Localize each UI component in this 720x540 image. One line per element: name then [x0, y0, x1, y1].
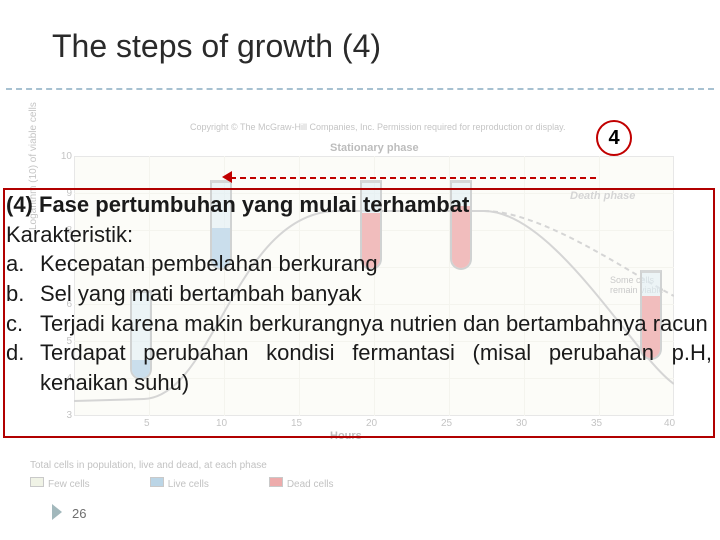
chart-ytick: 10	[58, 151, 72, 162]
list-marker: b.	[6, 279, 40, 309]
swatch-icon	[30, 477, 44, 487]
chart-legend: Total cells in population, live and dead…	[30, 460, 690, 500]
legend-item: Dead cells	[269, 477, 334, 490]
list-text: Terdapat perubahan kondisi fermantasi (m…	[40, 338, 712, 397]
list-text: Terjadi karena makin berkurangnya nutrie…	[40, 309, 712, 339]
list-item: c. Terjadi karena makin berkurangnya nut…	[6, 309, 712, 339]
list-item: a. Kecepatan pembelahan berkurang	[6, 249, 712, 279]
list-item: b. Sel yang mati bertambah banyak	[6, 279, 712, 309]
swatch-icon	[150, 477, 164, 487]
list-marker: c.	[6, 309, 40, 339]
chart-copyright: Copyright © The McGraw-Hill Companies, I…	[190, 122, 565, 132]
phase-arrow-head-icon	[222, 171, 232, 183]
list-item: d. Terdapat perubahan kondisi fermantasi…	[6, 338, 712, 397]
legend-item: Few cells	[30, 477, 90, 490]
legend-label: Few cells	[48, 479, 90, 490]
title-divider	[6, 88, 714, 90]
page-title: The steps of growth (4)	[52, 28, 381, 65]
page-number: 26	[72, 506, 86, 521]
content-list: a. Kecepatan pembelahan berkurang b. Sel…	[6, 249, 712, 397]
swatch-icon	[269, 477, 283, 487]
list-marker: a.	[6, 249, 40, 279]
slide: The steps of growth (4) Copyright © The …	[0, 0, 720, 540]
chart-stationary-label: Stationary phase	[330, 142, 419, 154]
legend-item: Live cells	[150, 477, 209, 490]
legend-label: Dead cells	[287, 479, 334, 490]
list-text: Sel yang mati bertambah banyak	[40, 279, 712, 309]
legend-label: Live cells	[168, 479, 209, 490]
page-marker-icon	[52, 504, 62, 520]
content-text: (4) Fase pertumbuhan yang mulai terhamba…	[6, 190, 712, 398]
list-text: Kecepatan pembelahan berkurang	[40, 249, 712, 279]
phase-badge-4: 4	[596, 120, 632, 156]
content-subheading: Karakteristik:	[6, 220, 712, 250]
phase-arrow-line	[230, 177, 596, 179]
legend-caption: Total cells in population, live and dead…	[30, 460, 690, 471]
list-marker: d.	[6, 338, 40, 397]
content-heading: (4) Fase pertumbuhan yang mulai terhamba…	[6, 190, 712, 220]
legend-row: Few cells Live cells Dead cells	[30, 477, 690, 490]
